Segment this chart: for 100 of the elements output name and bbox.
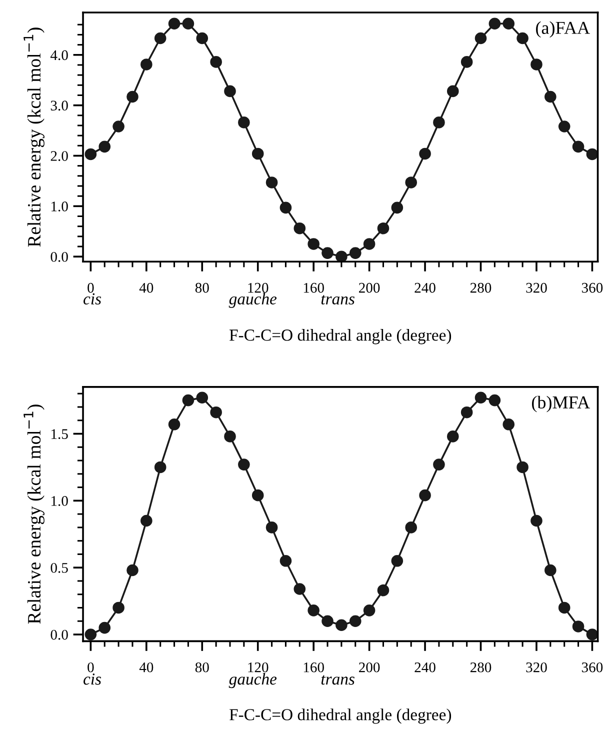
x-tick-label: 120	[248, 662, 268, 672]
point	[474, 392, 487, 404]
point	[558, 120, 570, 132]
x-tick-label: 320	[526, 282, 547, 293]
point	[238, 116, 250, 128]
point	[140, 514, 152, 527]
point	[586, 628, 598, 640]
x-tick-label: 80	[195, 662, 209, 672]
point	[349, 247, 362, 259]
point	[308, 604, 320, 616]
chart-title: (b)MFA	[532, 396, 590, 412]
x-tick-label: 0	[88, 662, 94, 672]
y-tick-label: 1.0	[51, 496, 68, 506]
point	[98, 140, 111, 153]
point	[84, 148, 97, 160]
point	[336, 250, 348, 262]
point	[280, 202, 292, 214]
x-tick-label: 200	[359, 282, 380, 293]
x-tick-label: 360	[582, 662, 603, 672]
x-tick-label: 40	[139, 282, 154, 293]
point	[140, 58, 152, 70]
point	[126, 90, 138, 103]
x-tick-label: 160	[304, 662, 324, 672]
point	[168, 18, 180, 30]
point	[391, 554, 404, 567]
point	[154, 461, 166, 474]
point	[84, 628, 97, 640]
x-axis-title: F-C-C=O dihedral angle (degree)	[230, 329, 452, 344]
point	[252, 489, 264, 502]
x-tick-label: 240	[414, 282, 436, 293]
point	[405, 176, 418, 188]
x-tick-label: 240	[414, 662, 436, 672]
x-tick-label: 120	[248, 282, 268, 293]
point	[112, 120, 124, 132]
text: gauche	[228, 292, 277, 308]
x-axis-title: F-C-C=O dihedral angle (degree)	[230, 708, 452, 724]
x-tick-label: 0	[88, 282, 94, 293]
point	[516, 461, 528, 474]
point	[322, 615, 334, 628]
point	[168, 418, 180, 430]
y-tick-label: 0.0	[50, 252, 68, 262]
point	[544, 564, 556, 576]
point	[224, 85, 236, 98]
point	[363, 238, 376, 250]
x-tick-label: 280	[470, 282, 492, 293]
chart-title: (a)FAA	[536, 21, 590, 38]
x-tick-label: 320	[526, 662, 547, 672]
x-tick-label: 80	[195, 282, 209, 293]
y-tick-label: 1.0	[51, 202, 68, 212]
point	[572, 620, 584, 632]
text: trans	[321, 675, 354, 685]
point	[210, 56, 222, 68]
point	[488, 394, 501, 406]
y-axis-title: Relative energy (kcal mol$^{−1}$)	[24, 28, 44, 247]
y-tick-label: 0.0	[50, 630, 68, 640]
point	[530, 514, 542, 527]
text: gauche	[228, 672, 277, 688]
point	[460, 406, 473, 418]
point	[502, 18, 515, 30]
point	[126, 564, 138, 576]
point	[530, 58, 542, 70]
point	[572, 140, 584, 153]
text: cis	[84, 674, 102, 685]
point	[377, 584, 390, 596]
text: cis	[84, 293, 102, 304]
point	[433, 458, 445, 470]
point	[586, 148, 598, 160]
point	[391, 202, 404, 214]
point	[224, 430, 236, 442]
point	[419, 489, 431, 502]
y-tick-label: 1.5	[51, 429, 68, 440]
point	[308, 238, 320, 250]
point	[322, 247, 334, 259]
y-tick-label: 2.0	[50, 151, 68, 162]
point	[474, 32, 487, 44]
point	[112, 602, 124, 614]
point	[98, 622, 111, 634]
point	[196, 32, 208, 44]
point	[544, 90, 556, 103]
x-tick-label: 360	[582, 282, 603, 293]
point	[196, 392, 208, 404]
point	[266, 176, 278, 188]
point	[460, 56, 473, 68]
point	[154, 32, 166, 44]
point	[238, 458, 250, 470]
y-tick-label: 3.0	[50, 100, 68, 111]
point	[419, 148, 431, 160]
point	[446, 430, 459, 442]
point	[252, 148, 264, 160]
point	[182, 18, 194, 30]
point	[446, 85, 459, 98]
point	[266, 522, 278, 534]
point	[210, 406, 222, 418]
y-tick-label: 4.0	[50, 50, 68, 60]
point	[405, 522, 418, 534]
y-axis-title: Relative energy (kcal mol$^{−1}$)	[24, 404, 44, 624]
point	[182, 394, 194, 406]
point	[363, 604, 376, 616]
text: trans	[321, 294, 354, 305]
point	[294, 222, 306, 234]
